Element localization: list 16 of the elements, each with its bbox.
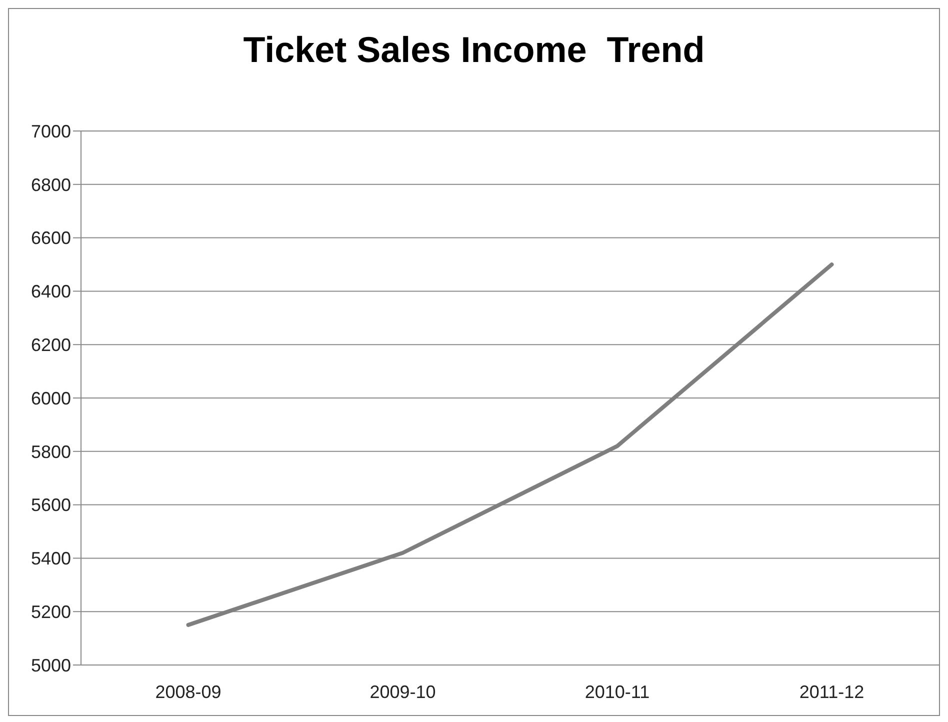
y-tick-label: 6800 (30, 174, 71, 195)
y-tick-label: 5200 (30, 602, 71, 622)
y-tick-label: 6200 (30, 334, 71, 355)
y-tick-label: 6600 (30, 228, 71, 248)
y-tick-label: 5800 (30, 442, 71, 462)
y-tick-label: 7000 (30, 121, 71, 142)
y-tick-label: 5400 (30, 548, 71, 569)
x-tick-label: 2009-10 (370, 682, 436, 702)
chart-title: Ticket Sales Income Trend (242, 29, 706, 71)
x-tick-label: 2011-12 (799, 682, 864, 702)
y-tick-label: 5000 (30, 655, 71, 676)
x-tick-label: 2010-11 (584, 682, 650, 702)
y-tick-label: 6000 (30, 388, 71, 408)
x-tick-label: 2008-09 (155, 682, 222, 702)
y-tick-label: 5600 (30, 495, 71, 516)
y-tick-label: 6400 (30, 282, 71, 302)
